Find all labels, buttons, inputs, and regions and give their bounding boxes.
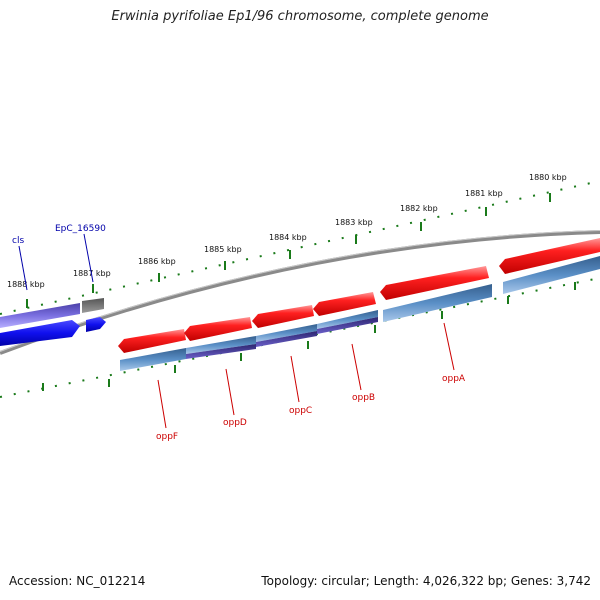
outer-scale-ruler: [0, 180, 600, 315]
kbp-label: 1883 kbp: [335, 218, 373, 227]
cds-track: [120, 256, 600, 371]
label-connectors: [18, 233, 455, 429]
kbp-label: 1881 kbp: [465, 189, 503, 198]
gene-oppA[interactable]: [380, 266, 489, 300]
kbp-label: 1886 kbp: [138, 257, 176, 266]
gene-labels: cls EpC_16590 oppF oppD oppC oppB oppA: [12, 224, 466, 442]
kbp-label: 1882 kbp: [400, 204, 438, 213]
gene-label-oppA: oppA: [442, 374, 466, 384]
kbp-label: 1885 kbp: [204, 245, 242, 254]
topology-text: Topology: circular; Length: 4,026,322 bp…: [261, 574, 591, 588]
gene-cls[interactable]: [0, 303, 80, 346]
gene-next-red[interactable]: [499, 238, 600, 274]
kbp-label: 1884 kbp: [269, 233, 307, 242]
gene-oppB[interactable]: [313, 292, 376, 316]
gene-label-oppD: oppD: [223, 418, 247, 428]
accession-text: Accession: NC_012214: [9, 574, 146, 588]
map-title: Erwinia pyrifoliae Ep1/96 chromosome, co…: [111, 9, 489, 24]
gene-label-oppB: oppB: [352, 393, 375, 403]
gene-label-oppC: oppC: [289, 406, 312, 416]
gene-oppF[interactable]: [118, 329, 186, 353]
gene-label-EpC_16590: EpC_16590: [55, 224, 106, 234]
gene-label-oppF: oppF: [156, 432, 178, 442]
gene-oppD[interactable]: [184, 317, 252, 341]
gene-oppC[interactable]: [252, 305, 314, 328]
kbp-label: 1880 kbp: [529, 173, 567, 182]
gene-label-cls: cls: [12, 236, 24, 246]
inner-scale-ruler: [0, 277, 600, 398]
gene-EpC_16590[interactable]: [82, 298, 106, 332]
genome-backbone: [0, 230, 600, 355]
